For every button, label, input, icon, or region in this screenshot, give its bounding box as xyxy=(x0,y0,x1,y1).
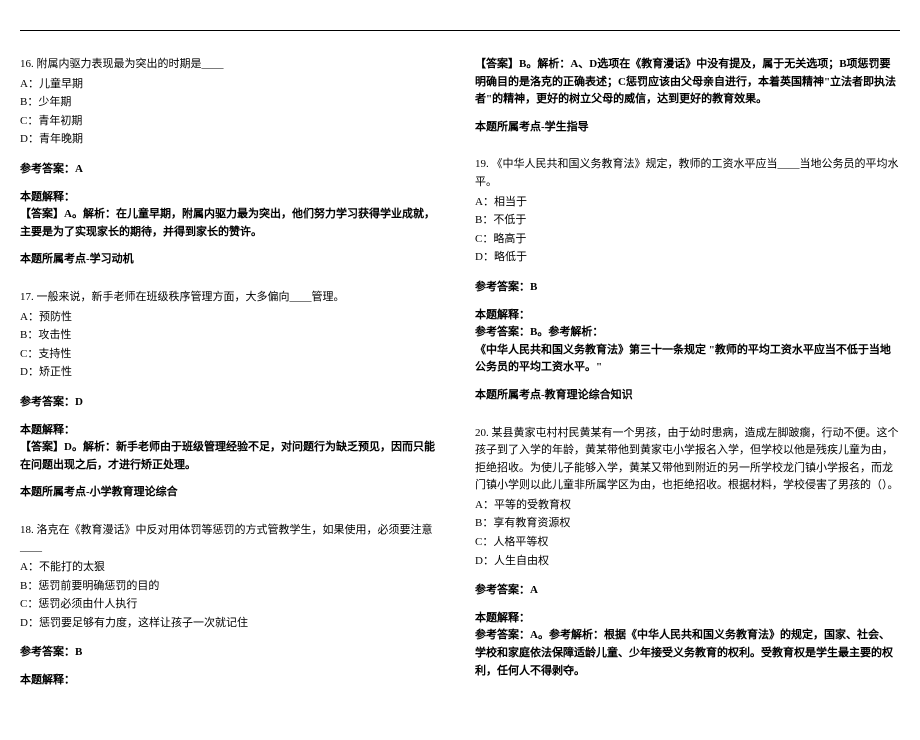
q19-explain-text: 参考答案：B。参考解析： xyxy=(475,324,900,342)
q18-option-d: D：惩罚要足够有力度，这样让孩子一次就记住 xyxy=(20,615,445,633)
q17-option-c: C：支持性 xyxy=(20,346,445,364)
q20-option-c: C：人格平等权 xyxy=(475,534,900,552)
q19-option-d: D：略低于 xyxy=(475,249,900,267)
q17-text: 17. 一般来说，新手老师在班级秩序管理方面，大多偏向____管理。 xyxy=(20,289,445,307)
q16-explain-label: 本题解释： xyxy=(20,189,445,207)
q17-answer: 参考答案：D xyxy=(20,394,445,412)
q20-answer: 参考答案：A xyxy=(475,582,900,600)
q16-answer: 参考答案：A xyxy=(20,161,445,179)
q16-topic: 本题所属考点-学习动机 xyxy=(20,251,445,269)
q19-explain-label: 本题解释： xyxy=(475,307,900,325)
q20-text: 20. 某县黄家屯村村民黄某有一个男孩，由于幼时患病，造成左脚跛瘸，行动不便。这… xyxy=(475,425,900,495)
q17-explain-label: 本题解释： xyxy=(20,422,445,440)
q19-explain-text2: 《中华人民共和国义务教育法》第三十一条规定 "教师的平均工资水平应当不低于当地公… xyxy=(475,342,900,377)
q20-explain-text: 参考答案：A。参考解析：根据《中华人民共和国义务教育法》的规定，国家、社会、学校… xyxy=(475,627,900,680)
q17-option-d: D：矫正性 xyxy=(20,364,445,382)
q20-option-b: B：享有教育资源权 xyxy=(475,515,900,533)
q18-answer: 参考答案：B xyxy=(20,644,445,662)
q16-option-a: A：儿童早期 xyxy=(20,76,445,94)
q17-option-b: B：攻击性 xyxy=(20,327,445,345)
q16-text: 16. 附属内驱力表现最为突出的时期是____ xyxy=(20,56,445,74)
question-18-cont: 【答案】B。解析：A、D选项在《教育漫话》中没有提及，属于无关选项；B项惩罚要明… xyxy=(475,56,900,136)
question-17: 17. 一般来说，新手老师在班级秩序管理方面，大多偏向____管理。 A：预防性… xyxy=(20,289,445,502)
question-18: 18. 洛克在《教育漫话》中反对用体罚等惩罚的方式管教学生，如果使用，必须要注意… xyxy=(20,522,445,690)
q16-explain-text: 【答案】A。解析：在儿童早期，附属内驱力最为突出，他们努力学习获得学业成就，主要… xyxy=(20,206,445,241)
right-column: 【答案】B。解析：A、D选项在《教育漫话》中没有提及，属于无关选项；B项惩罚要明… xyxy=(475,56,900,710)
q20-option-a: A：平等的受教育权 xyxy=(475,497,900,515)
content-columns: 16. 附属内驱力表现最为突出的时期是____ A：儿童早期 B：少年期 C：青… xyxy=(20,56,900,710)
q19-option-b: B：不低于 xyxy=(475,212,900,230)
q19-option-c: C：略高于 xyxy=(475,231,900,249)
q18-text: 18. 洛克在《教育漫话》中反对用体罚等惩罚的方式管教学生，如果使用，必须要注意… xyxy=(20,522,445,557)
q18-option-a: A：不能打的太狠 xyxy=(20,559,445,577)
q18-explain-label: 本题解释： xyxy=(20,672,445,690)
q20-option-d: D：人生自由权 xyxy=(475,553,900,571)
q16-option-d: D：青年晚期 xyxy=(20,131,445,149)
q18-explain-text: 【答案】B。解析：A、D选项在《教育漫话》中没有提及，属于无关选项；B项惩罚要明… xyxy=(475,56,900,109)
q17-option-a: A：预防性 xyxy=(20,309,445,327)
q16-option-b: B：少年期 xyxy=(20,94,445,112)
question-16: 16. 附属内驱力表现最为突出的时期是____ A：儿童早期 B：少年期 C：青… xyxy=(20,56,445,269)
q19-answer: 参考答案：B xyxy=(475,279,900,297)
q18-topic: 本题所属考点-学生指导 xyxy=(475,119,900,137)
q17-topic: 本题所属考点-小学教育理论综合 xyxy=(20,484,445,502)
q18-option-b: B：惩罚前要明确惩罚的目的 xyxy=(20,578,445,596)
left-column: 16. 附属内驱力表现最为突出的时期是____ A：儿童早期 B：少年期 C：青… xyxy=(20,56,445,710)
top-divider xyxy=(20,30,900,31)
q19-text: 19. 《中华人民共和国义务教育法》规定，教师的工资水平应当____当地公务员的… xyxy=(475,156,900,191)
q20-explain-label: 本题解释： xyxy=(475,610,900,628)
question-19: 19. 《中华人民共和国义务教育法》规定，教师的工资水平应当____当地公务员的… xyxy=(475,156,900,404)
q17-explain-text: 【答案】D。解析：新手老师由于班级管理经验不足，对问题行为缺乏预见，因而只能在问… xyxy=(20,439,445,474)
q18-option-c: C：惩罚必须由什人执行 xyxy=(20,596,445,614)
q19-topic: 本题所属考点-教育理论综合知识 xyxy=(475,387,900,405)
q19-option-a: A：相当于 xyxy=(475,194,900,212)
question-20: 20. 某县黄家屯村村民黄某有一个男孩，由于幼时患病，造成左脚跛瘸，行动不便。这… xyxy=(475,425,900,681)
q16-option-c: C：青年初期 xyxy=(20,113,445,131)
